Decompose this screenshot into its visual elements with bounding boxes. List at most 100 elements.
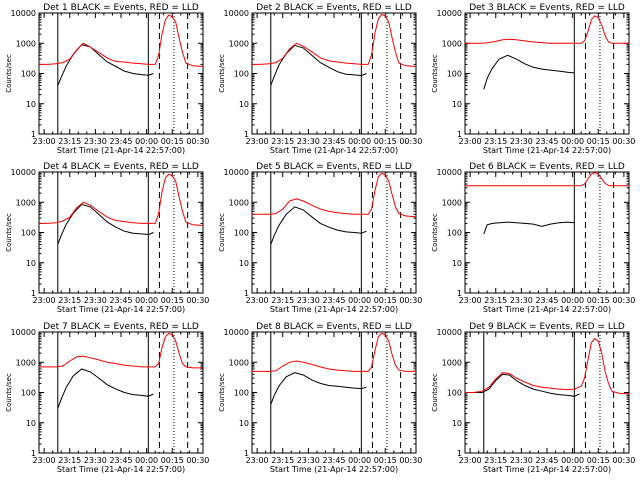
panel-title: Det 8 BLACK = Events, RED = LLD xyxy=(256,322,412,332)
x-tick-label: 00:30 xyxy=(612,456,635,465)
plot-frame xyxy=(38,12,204,135)
series-lld xyxy=(465,338,630,395)
x-tick-label: 00:30 xyxy=(399,296,422,305)
series-events xyxy=(57,368,154,409)
x-tick-label: 23:15 xyxy=(271,456,294,465)
x-tick-label: 00:15 xyxy=(587,296,610,305)
x-tick-label: 23:30 xyxy=(510,296,533,305)
x-tick-label: 00:30 xyxy=(186,456,209,465)
x-tick-label: 23:00 xyxy=(33,456,56,465)
x-tick-label: 00:30 xyxy=(399,456,422,465)
y-axis-label: Counts/sec xyxy=(5,213,13,252)
x-tick-label: 00:00 xyxy=(348,137,371,146)
x-tick-label: 00:15 xyxy=(587,137,610,146)
x-axis-label: Start Time (21-Apr-14 22:57:00) xyxy=(57,465,185,474)
x-tick-label: 00:15 xyxy=(374,137,397,146)
y-tick-label: 10000 xyxy=(11,168,36,177)
x-tick-label: 23:45 xyxy=(109,137,132,146)
y-tick-label: 1000 xyxy=(16,39,36,48)
x-axis-label: Start Time (21-Apr-14 22:57:00) xyxy=(270,465,398,474)
x-tick-label: 23:45 xyxy=(322,137,345,146)
y-tick-label: 10 xyxy=(239,259,249,268)
x-axis-label: Start Time (21-Apr-14 22:57:00) xyxy=(57,146,185,155)
x-tick-label: 23:30 xyxy=(297,137,320,146)
x-tick-label: 23:30 xyxy=(84,456,107,465)
y-tick-label: 10 xyxy=(26,259,36,268)
y-axis-label: Counts/sec xyxy=(218,54,226,93)
x-tick-label: 23:45 xyxy=(535,456,558,465)
x-tick-label: 23:15 xyxy=(484,456,507,465)
y-tick-label: 100 xyxy=(21,229,36,238)
x-tick-label: 23:15 xyxy=(271,137,294,146)
series-events xyxy=(483,221,575,235)
x-tick-label: 23:00 xyxy=(246,456,269,465)
y-tick-label: 10 xyxy=(452,100,462,109)
x-tick-label: 23:45 xyxy=(535,296,558,305)
x-tick-label: 00:15 xyxy=(374,456,397,465)
panel-det-6: Det 6 BLACK = Events, RED = LLD 1 10 100 100… xyxy=(431,162,635,314)
panel-title: Det 6 BLACK = Events, RED = LLD xyxy=(469,162,625,172)
x-axis-label: Start Time (21-Apr-14 22:57:00) xyxy=(270,305,398,314)
x-tick-label: 23:00 xyxy=(246,137,269,146)
x-tick-label: 00:30 xyxy=(612,137,635,146)
y-tick-label: 1 xyxy=(31,449,36,458)
x-tick-label: 23:30 xyxy=(84,137,107,146)
y-tick-label: 1000 xyxy=(442,198,462,207)
x-tick-label: 23:30 xyxy=(510,456,533,465)
x-tick-label: 00:30 xyxy=(186,137,209,146)
y-tick-label: 1 xyxy=(244,289,249,298)
series-lld xyxy=(39,173,204,226)
y-tick-label: 10000 xyxy=(437,168,462,177)
x-tick-label: 23:15 xyxy=(58,296,81,305)
panel-title: Det 7 BLACK = Events, RED = LLD xyxy=(43,322,199,332)
y-axis-label: Counts/sec xyxy=(431,54,439,93)
x-tick-label: 23:15 xyxy=(58,137,81,146)
x-tick-label: 00:30 xyxy=(612,296,635,305)
y-tick-label: 1000 xyxy=(16,198,36,207)
panel-det-8: Det 8 BLACK = Events, RED = LLD 1 10 100 100… xyxy=(218,322,422,474)
y-tick-label: 100 xyxy=(234,229,249,238)
y-tick-label: 10 xyxy=(239,100,249,109)
y-tick-label: 10000 xyxy=(224,9,249,18)
y-tick-label: 1 xyxy=(31,130,36,139)
x-tick-label: 23:00 xyxy=(246,296,269,305)
panel-det-7: Det 7 BLACK = Events, RED = LLD 1 10 100 100… xyxy=(5,322,209,474)
y-tick-label: 10 xyxy=(452,419,462,428)
series-lld xyxy=(39,332,203,369)
y-tick-label: 1 xyxy=(244,130,249,139)
y-tick-label: 100 xyxy=(234,389,249,398)
x-tick-label: 23:15 xyxy=(58,456,81,465)
series-events xyxy=(57,203,154,245)
panel-det-4: Det 4 BLACK = Events, RED = LLD 1 10 100 100… xyxy=(5,162,209,314)
series-lld xyxy=(465,15,629,44)
x-axis-label: Start Time (21-Apr-14 22:57:00) xyxy=(57,305,185,314)
y-axis-label: Counts/sec xyxy=(5,373,13,412)
y-tick-label: 1 xyxy=(457,289,462,298)
panel-title: Det 5 BLACK = Events, RED = LLD xyxy=(256,162,412,172)
x-tick-label: 00:15 xyxy=(161,456,184,465)
panel-det-5: Det 5 BLACK = Events, RED = LLD 1 10 100 100… xyxy=(218,162,422,314)
y-tick-label: 100 xyxy=(447,70,462,79)
x-tick-label: 23:45 xyxy=(322,296,345,305)
x-tick-label: 00:15 xyxy=(374,296,397,305)
plot-frame xyxy=(251,12,417,135)
series-events xyxy=(270,372,367,405)
series-lld xyxy=(252,172,417,218)
plot-frame xyxy=(464,171,630,294)
y-tick-label: 10000 xyxy=(11,328,36,337)
y-tick-label: 10 xyxy=(26,419,36,428)
y-axis-label: Counts/sec xyxy=(431,373,439,412)
x-axis-label: Start Time (21-Apr-14 22:57:00) xyxy=(270,146,398,155)
panel-title: Det 3 BLACK = Events, RED = LLD xyxy=(469,3,625,13)
x-tick-label: 00:15 xyxy=(161,296,184,305)
x-tick-label: 23:45 xyxy=(535,137,558,146)
y-tick-label: 10 xyxy=(239,419,249,428)
x-tick-label: 00:00 xyxy=(561,296,584,305)
panel-det-1: Det 1 BLACK = Events, RED = LLD 1 10 100 100… xyxy=(5,3,209,155)
panel-title: Det 9 BLACK = Events, RED = LLD xyxy=(469,322,625,332)
y-tick-label: 1000 xyxy=(442,39,462,48)
y-tick-label: 1 xyxy=(457,130,462,139)
panel-det-9: Det 9 BLACK = Events, RED = LLD 1 10 100 100… xyxy=(431,322,635,474)
y-tick-label: 1000 xyxy=(16,358,36,367)
